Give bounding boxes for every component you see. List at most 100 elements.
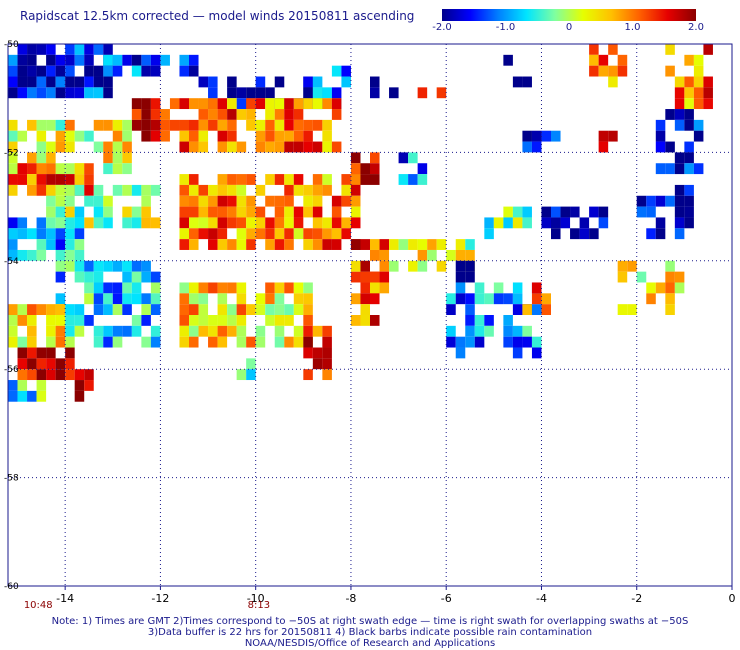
wind-cell	[331, 195, 342, 207]
wind-cell	[65, 249, 75, 261]
wind-cell	[246, 195, 256, 207]
wind-cell	[217, 282, 228, 294]
wind-cell	[103, 260, 113, 272]
wind-cell	[312, 347, 323, 359]
wind-cell	[150, 304, 161, 315]
wind-cell	[65, 141, 75, 153]
wind-cell	[655, 130, 666, 142]
wind-cell	[46, 239, 56, 250]
wind-cell	[93, 293, 104, 305]
wind-cell	[150, 119, 161, 131]
wind-cell	[217, 228, 228, 240]
wind-cell	[551, 228, 561, 240]
wind-cell	[684, 184, 694, 196]
wind-cell	[103, 304, 113, 315]
wind-cell	[189, 239, 199, 250]
wind-cell	[312, 174, 323, 185]
wind-cell	[417, 239, 428, 250]
wind-cell	[36, 65, 47, 77]
wind-cell	[36, 130, 47, 142]
wind-cell	[112, 325, 123, 337]
wind-cell	[360, 271, 370, 283]
wind-cell	[236, 195, 247, 207]
wind-cell	[74, 239, 85, 250]
wind-cell	[131, 184, 142, 196]
wind-cell	[150, 130, 161, 142]
wind-cell	[674, 98, 685, 110]
wind-cell	[350, 195, 361, 207]
wind-cell	[84, 369, 94, 381]
wind-cell	[46, 304, 56, 315]
wind-cell	[379, 260, 390, 272]
wind-cell	[93, 87, 104, 99]
wind-cell	[522, 336, 532, 348]
wind-cell	[65, 163, 75, 175]
wind-cell	[179, 239, 189, 250]
wind-cell	[312, 87, 323, 99]
wind-cell	[8, 163, 18, 175]
wind-cell	[198, 206, 209, 218]
wind-cell	[217, 325, 228, 337]
wind-cell	[122, 217, 132, 229]
wind-cell	[227, 239, 237, 250]
wind-cell	[265, 109, 275, 120]
wind-cell	[617, 271, 628, 283]
wind-cell	[141, 195, 151, 207]
wind-cell	[255, 130, 266, 142]
wind-cell	[512, 347, 523, 359]
grid-lines	[8, 44, 732, 586]
wind-cell	[74, 325, 85, 337]
wind-cell	[227, 141, 237, 153]
wind-cell	[150, 293, 161, 305]
wind-cell	[312, 119, 323, 131]
wind-cell	[665, 282, 675, 294]
wind-cell	[36, 239, 47, 250]
wind-cell	[341, 228, 351, 240]
wind-cell	[303, 119, 313, 131]
wind-cell	[131, 315, 142, 326]
wind-cell	[617, 304, 628, 315]
wind-cell	[46, 54, 56, 66]
wind-cell	[112, 65, 123, 77]
wind-cell	[636, 271, 647, 283]
wind-cell	[246, 87, 256, 99]
wind-cell	[303, 239, 313, 250]
wind-cell	[189, 98, 199, 110]
wind-cell	[103, 336, 113, 348]
wind-cell	[217, 109, 228, 120]
plot-frame	[7, 43, 733, 587]
wind-cell	[36, 304, 47, 315]
wind-cell	[55, 87, 66, 99]
wind-cell	[236, 325, 247, 337]
wind-cell	[693, 163, 704, 175]
wind-cell	[303, 347, 313, 359]
wind-cell	[274, 119, 285, 131]
wind-cell	[331, 217, 342, 229]
wind-cell	[8, 174, 18, 185]
wind-cell	[122, 130, 132, 142]
wind-cell	[255, 336, 266, 348]
wind-cell	[150, 65, 161, 77]
wind-cell	[27, 163, 37, 175]
wind-cell	[322, 228, 332, 240]
wind-cell	[227, 206, 237, 218]
wind-cell	[179, 98, 189, 110]
wind-cell	[122, 293, 132, 305]
wind-cell	[265, 282, 275, 294]
wind-cell	[255, 119, 266, 131]
wind-cell	[17, 336, 28, 348]
wind-cell	[169, 119, 180, 131]
wind-cell	[579, 228, 590, 240]
wind-cell	[512, 282, 523, 294]
wind-cell	[341, 217, 351, 229]
wind-cell	[370, 76, 380, 88]
wind-cell	[160, 109, 170, 120]
wind-cell	[265, 315, 275, 326]
wind-cell	[465, 260, 475, 272]
wind-cell	[255, 98, 266, 110]
wind-cell	[84, 54, 94, 66]
wind-cell	[198, 109, 209, 120]
wind-cell	[303, 282, 313, 294]
wind-cell	[684, 217, 694, 229]
wind-cell	[655, 119, 666, 131]
